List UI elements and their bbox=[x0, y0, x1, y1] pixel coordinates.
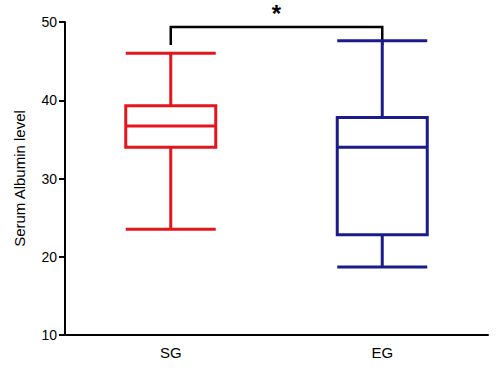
svg-text:50: 50 bbox=[41, 14, 57, 30]
svg-text:20: 20 bbox=[41, 249, 57, 265]
svg-text:SG: SG bbox=[160, 344, 182, 361]
svg-text:*: * bbox=[272, 0, 282, 27]
svg-text:30: 30 bbox=[41, 171, 57, 187]
svg-text:EG: EG bbox=[371, 344, 393, 361]
svg-text:10: 10 bbox=[41, 327, 57, 343]
svg-text:40: 40 bbox=[41, 92, 57, 108]
svg-text:Serum Albumin level: Serum Albumin level bbox=[11, 110, 28, 247]
